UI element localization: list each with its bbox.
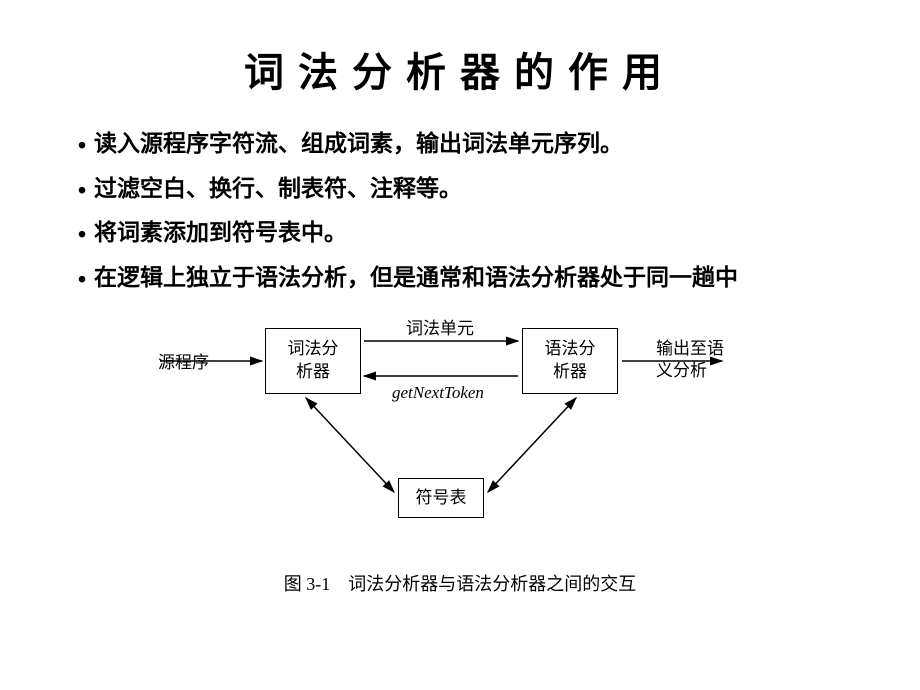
arrows-layer — [0, 308, 920, 568]
node-lexer: 词法分 析器 — [265, 328, 361, 394]
label-output-1: 输出至语 — [656, 338, 724, 360]
list-item: • 读入源程序字符流、组成词素，输出词法单元序列。 — [70, 122, 850, 167]
flowchart-diagram: 词法分 析器 语法分 析器 符号表 源程序 词法单元 getNextToken … — [0, 308, 920, 568]
label-getnexttoken: getNextToken — [392, 382, 484, 404]
label-source: 源程序 — [158, 352, 209, 374]
figure-caption: 图 3-1 词法分析器与语法分析器之间的交互 — [0, 568, 920, 596]
node-text: 词法分 — [288, 338, 339, 361]
node-text: 语法分 — [545, 338, 596, 361]
bullet-text: 在逻辑上独立于语法分析，但是通常和语法分析器处于同一趟中 — [94, 256, 850, 299]
bullet-dot-icon: • — [70, 122, 94, 167]
node-text: 符号表 — [416, 487, 467, 510]
node-parser: 语法分 析器 — [522, 328, 618, 394]
label-token: 词法单元 — [406, 318, 474, 340]
list-item: • 在逻辑上独立于语法分析，但是通常和语法分析器处于同一趟中 — [70, 256, 850, 301]
page-title: 词法分析器的作用 — [0, 0, 920, 122]
list-item: • 过滤空白、换行、制表符、注释等。 — [70, 167, 850, 212]
list-item: • 将词素添加到符号表中。 — [70, 211, 850, 256]
bullet-dot-icon: • — [70, 167, 94, 212]
bullet-dot-icon: • — [70, 211, 94, 256]
node-text: 析器 — [296, 361, 330, 384]
bullet-text: 读入源程序字符流、组成词素，输出词法单元序列。 — [94, 122, 850, 165]
bullet-dot-icon: • — [70, 256, 94, 301]
bullet-text: 过滤空白、换行、制表符、注释等。 — [94, 167, 850, 210]
bullet-list: • 读入源程序字符流、组成词素，输出词法单元序列。 • 过滤空白、换行、制表符、… — [0, 122, 920, 300]
node-text: 析器 — [553, 361, 587, 384]
bullet-text: 将词素添加到符号表中。 — [94, 211, 850, 254]
node-symbol-table: 符号表 — [398, 478, 484, 518]
label-output-2: 义分析 — [656, 360, 707, 382]
